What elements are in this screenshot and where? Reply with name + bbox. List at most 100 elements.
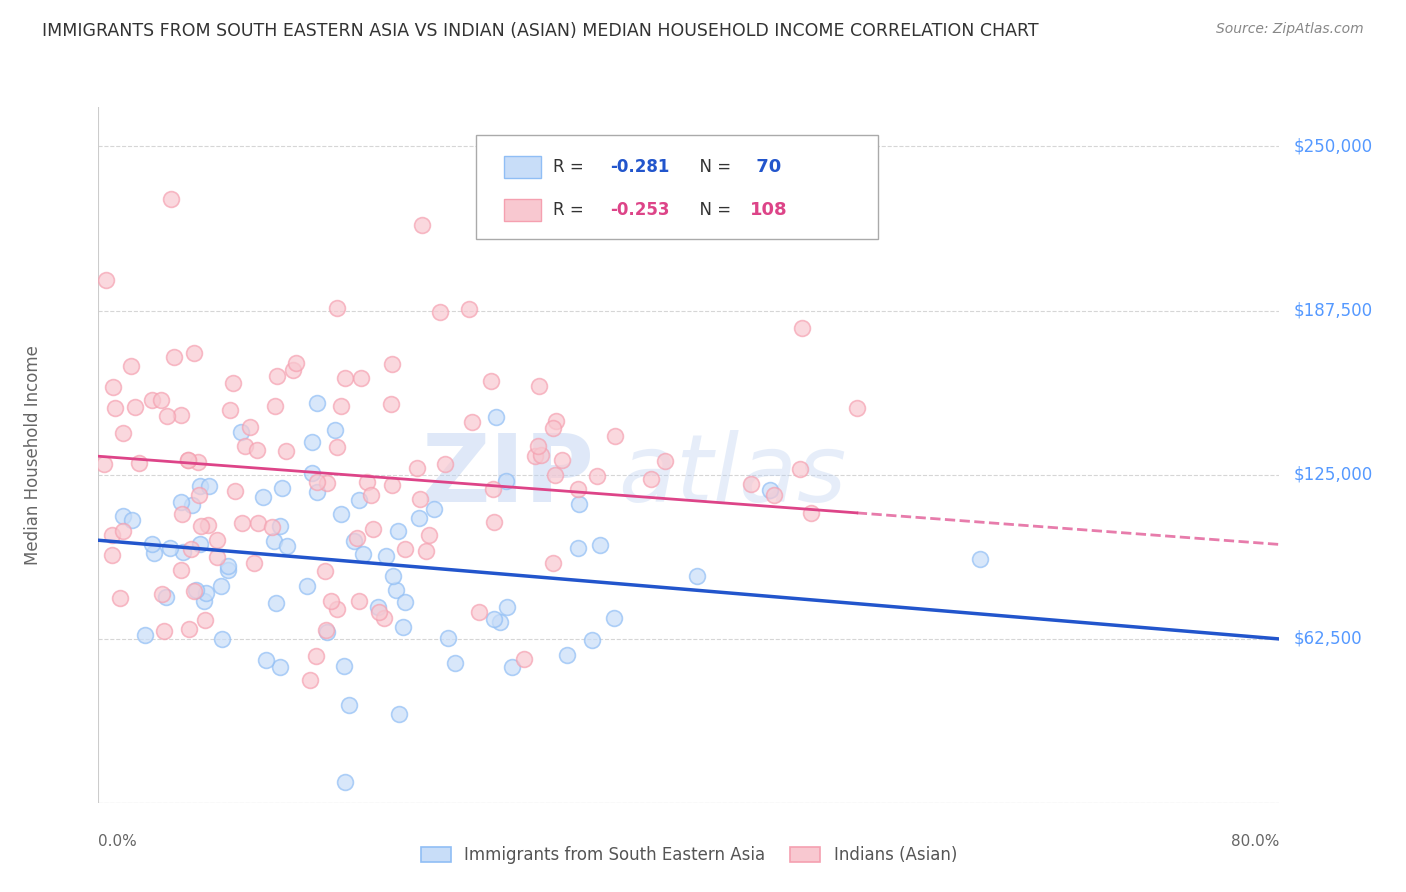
Point <box>740 477 762 491</box>
Point <box>307 475 329 490</box>
Point <box>762 488 785 502</box>
Point <box>120 359 142 374</box>
Point <box>568 498 591 512</box>
Text: $187,500: $187,500 <box>1294 301 1372 319</box>
Point <box>789 462 811 476</box>
Text: $125,000: $125,000 <box>1294 466 1372 483</box>
Point <box>567 482 589 496</box>
Text: IMMIGRANTS FROM SOUTH EASTERN ASIA VS INDIAN (ASIAN) MEDIAN HOUSEHOLD INCOME COR: IMMIGRANTS FROM SOUTH EASTERN ASIA VS IN… <box>42 22 1039 40</box>
Point <box>346 531 368 545</box>
Point <box>385 582 408 597</box>
Point <box>374 549 396 563</box>
Point <box>96 273 118 287</box>
Point <box>155 590 177 604</box>
Point <box>458 301 481 316</box>
Point <box>969 552 991 566</box>
Point <box>264 596 287 610</box>
Point <box>284 356 307 370</box>
Point <box>295 579 318 593</box>
Point <box>845 401 868 415</box>
Text: R =: R = <box>553 158 589 176</box>
Point <box>156 409 179 423</box>
Point <box>436 631 458 645</box>
Point <box>193 594 215 608</box>
Point <box>170 409 193 423</box>
Point <box>326 301 349 315</box>
Point <box>387 707 409 722</box>
Text: $62,500: $62,500 <box>1294 630 1362 648</box>
Point <box>444 656 467 670</box>
Point <box>479 374 502 388</box>
Point <box>319 594 342 608</box>
Point <box>222 376 245 390</box>
Point <box>121 513 143 527</box>
FancyBboxPatch shape <box>503 199 541 221</box>
Point <box>159 541 181 555</box>
Point <box>134 628 156 642</box>
Point <box>180 541 202 556</box>
Point <box>394 542 416 557</box>
Point <box>183 584 205 599</box>
Point <box>501 659 523 673</box>
Point <box>360 488 382 502</box>
Point <box>333 370 356 384</box>
Text: N =: N = <box>689 158 737 176</box>
Text: Median Household Income: Median Household Income <box>24 345 42 565</box>
Point <box>373 611 395 625</box>
Point <box>170 495 193 509</box>
Point <box>197 518 219 533</box>
Point <box>217 563 239 577</box>
Point <box>541 556 564 570</box>
Point <box>152 587 174 601</box>
Point <box>367 599 389 614</box>
Point <box>326 440 349 454</box>
Point <box>101 379 124 393</box>
Point <box>380 397 402 411</box>
Point <box>269 518 291 533</box>
Point <box>530 448 553 462</box>
Point <box>759 483 782 498</box>
Point <box>654 453 676 467</box>
Point <box>315 623 337 637</box>
Point <box>128 456 150 470</box>
Point <box>551 453 574 467</box>
Point <box>194 613 217 627</box>
Point <box>172 545 194 559</box>
Point <box>254 653 277 667</box>
Point <box>264 400 287 414</box>
Point <box>523 450 546 464</box>
Point <box>188 479 211 493</box>
Point <box>489 615 512 630</box>
FancyBboxPatch shape <box>477 135 877 239</box>
Point <box>243 556 266 570</box>
Point <box>415 544 437 558</box>
Point <box>526 439 548 453</box>
Text: 80.0%: 80.0% <box>1232 834 1279 849</box>
Point <box>198 479 221 493</box>
Point <box>394 595 416 609</box>
Point <box>152 624 174 638</box>
Point <box>367 605 389 619</box>
Point <box>266 368 288 383</box>
Point <box>316 624 339 639</box>
Point <box>482 612 505 626</box>
Point <box>316 475 339 490</box>
Point <box>301 434 323 449</box>
Text: 0.0%: 0.0% <box>98 834 138 849</box>
Point <box>581 632 603 647</box>
Text: -0.281: -0.281 <box>610 158 669 176</box>
Point <box>93 457 115 471</box>
Point <box>111 425 134 440</box>
Point <box>108 591 131 606</box>
Point <box>589 538 612 552</box>
Point <box>541 421 564 435</box>
Point <box>217 559 239 574</box>
Point <box>461 415 484 429</box>
Point <box>527 379 550 393</box>
Point <box>187 487 209 501</box>
Point <box>337 698 360 712</box>
Point <box>485 409 508 424</box>
Text: -0.253: -0.253 <box>610 201 669 219</box>
Point <box>307 485 329 500</box>
Point <box>190 519 212 533</box>
